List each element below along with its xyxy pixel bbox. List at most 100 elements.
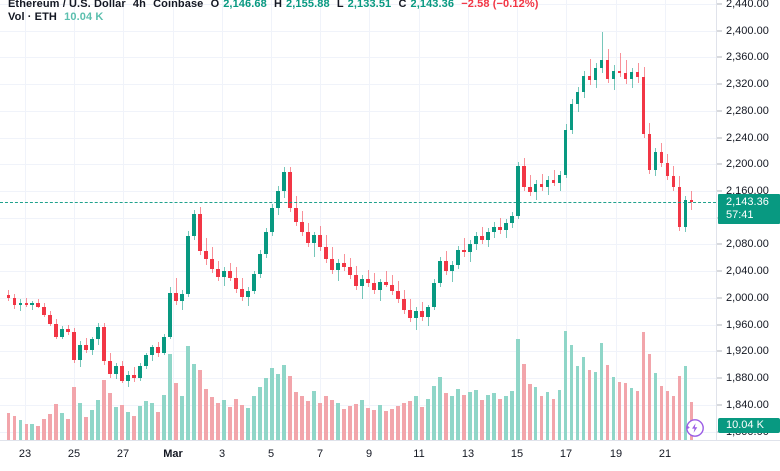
price-tick-label: 1,880.00: [726, 372, 769, 385]
volume-bar: [623, 383, 628, 440]
time-tick-label: Mar: [163, 448, 183, 460]
volume-badge[interactable]: 10.04 K: [718, 418, 780, 433]
volume-bar: [18, 420, 23, 440]
candle-body: [96, 327, 101, 340]
candle-wick: [626, 60, 627, 85]
price-tick-label: 2,240.00: [726, 131, 769, 144]
grid-line-horizontal: [0, 271, 716, 273]
candle-body: [629, 72, 634, 79]
grid-line-vertical: [222, 0, 223, 440]
volume-bar: [384, 410, 388, 440]
candle-body: [84, 344, 89, 351]
candle-body: [324, 247, 328, 260]
volume-bar: [120, 405, 125, 440]
time-axis[interactable]: 23 25 27 Mar 3 5 7 9 11 13 15 17 19 21: [0, 440, 780, 471]
volume-bar: [156, 411, 161, 440]
candle-body: [671, 176, 676, 188]
candle-body: [72, 331, 77, 361]
volume-bar: [593, 372, 598, 440]
price-tick-dash: [717, 270, 722, 272]
candle-body: [443, 260, 448, 272]
volume-bar: [491, 392, 496, 440]
volume-bar: [102, 380, 107, 440]
candle-body: [413, 311, 418, 318]
candle-wick: [386, 271, 387, 288]
price-tick-dash: [717, 350, 722, 352]
time-tick-label: 7: [316, 448, 324, 460]
bar-countdown-value: 57:41: [726, 209, 754, 222]
time-tick-label: 5: [267, 448, 275, 460]
price-tick-label: 2,440.00: [726, 0, 769, 10]
volume-bar: [264, 378, 268, 440]
candle-wick: [530, 175, 531, 197]
candle-body: [240, 288, 244, 297]
candle-body: [485, 232, 490, 241]
candle-body: [348, 267, 352, 276]
time-tick-label: 13: [461, 448, 475, 460]
candle-body: [623, 73, 628, 79]
candle-body: [342, 263, 346, 268]
candle-body: [294, 208, 298, 222]
candle-wick: [464, 237, 465, 257]
candle-wick: [314, 232, 315, 257]
candle-body: [521, 165, 526, 188]
volume-bar: [665, 391, 670, 440]
volume-bar: [24, 423, 29, 440]
volume-bar: [539, 396, 544, 440]
current-price-badge[interactable]: 2,143.36 57:41: [718, 194, 780, 225]
volume-bar: [455, 388, 460, 440]
candle-wick: [176, 277, 177, 305]
grid-line-horizontal: [0, 191, 716, 193]
candle-body: [108, 361, 113, 375]
time-tick-label: 17: [559, 448, 573, 460]
volume-bar: [294, 391, 298, 440]
price-tick-dash: [717, 110, 722, 112]
volume-bar: [312, 391, 316, 440]
candle-body: [198, 213, 202, 252]
volume-bar: [647, 354, 652, 440]
candle-body: [653, 152, 658, 170]
candle-body: [246, 291, 250, 297]
chart-plot-area[interactable]: [0, 0, 716, 440]
volume-bar: [246, 407, 250, 440]
volume-bar: [42, 418, 47, 440]
candle-body: [539, 184, 544, 188]
volume-bar: [336, 403, 340, 440]
price-tick-dash: [717, 324, 722, 326]
candle-body: [366, 279, 370, 284]
volume-bar: [30, 424, 35, 440]
candle-body: [683, 200, 688, 228]
volume-bar: [563, 330, 568, 440]
volume-bar: [545, 391, 550, 440]
volume-bar: [372, 409, 376, 440]
grid-line-vertical: [468, 0, 469, 440]
price-tick-label: 1,920.00: [726, 345, 769, 358]
volume-bar: [270, 368, 274, 440]
volume-bar: [66, 419, 71, 440]
volume-bar: [198, 370, 202, 440]
candle-wick: [416, 307, 417, 330]
grid-line-horizontal: [0, 324, 716, 326]
candle-body: [102, 327, 107, 362]
candle-body: [300, 221, 304, 233]
volume-bar: [36, 426, 41, 440]
candle-body: [180, 293, 184, 301]
lightning-bolt-icon[interactable]: [683, 417, 705, 439]
candle-wick: [224, 267, 225, 286]
time-tick-label: 27: [116, 448, 130, 460]
volume-bar: [461, 394, 466, 440]
price-axis[interactable]: 2,440.00 2,400.00 2,360.00 2,320.00 2,280.00…: [716, 0, 780, 440]
time-tick-label: 25: [67, 448, 81, 460]
candle-body: [641, 77, 646, 134]
volume-bar: [366, 407, 370, 440]
volume-bar: [144, 401, 149, 440]
grid-line-horizontal: [0, 351, 716, 353]
volume-bar: [126, 412, 131, 440]
candle-body: [599, 60, 604, 69]
candle-body: [156, 347, 161, 353]
candle-body: [186, 236, 190, 294]
volume-bar: [437, 377, 442, 440]
candle-body: [545, 180, 550, 188]
candle-body: [425, 307, 430, 317]
